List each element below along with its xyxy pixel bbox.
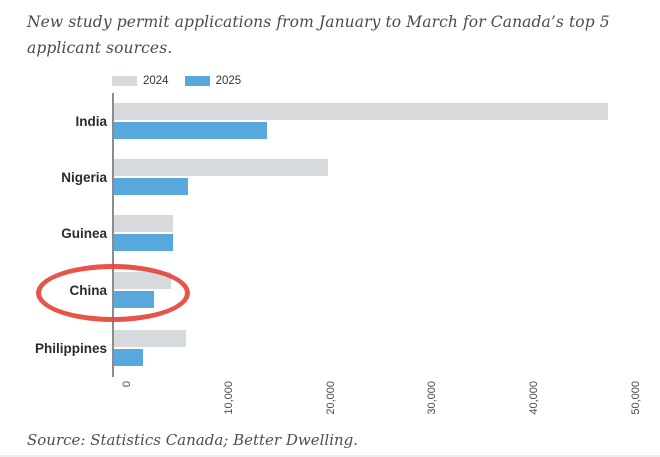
x-tick-label-30000: 30,000 bbox=[426, 381, 439, 415]
x-tick-label-20000: 20,000 bbox=[324, 381, 337, 415]
china-circle-annotation bbox=[36, 264, 190, 322]
x-tick-label-0: 0 bbox=[121, 381, 133, 388]
category-label-india: India bbox=[75, 113, 107, 129]
legend-swatch-2025 bbox=[184, 76, 210, 86]
bottom-divider bbox=[0, 455, 660, 457]
y-axis-line bbox=[112, 93, 114, 377]
category-label-guinea: Guinea bbox=[61, 225, 107, 241]
x-tick-label-10000: 10,000 bbox=[222, 381, 235, 415]
source-note: Source: Statistics Canada; Better Dwelli… bbox=[27, 431, 359, 449]
legend-label-2024: 2024 bbox=[143, 75, 169, 87]
bar-2025-nigeria bbox=[114, 177, 188, 195]
legend: 2024 2025 bbox=[112, 74, 257, 88]
category-label-philippines: Philippines bbox=[34, 340, 107, 356]
bar-2025-guinea bbox=[114, 233, 173, 251]
bar-2024-philippines bbox=[114, 330, 186, 347]
legend-swatch-2024 bbox=[112, 76, 137, 86]
legend-label-2025: 2025 bbox=[215, 75, 242, 87]
bar-2024-india bbox=[114, 103, 608, 120]
bar-2025-philippines bbox=[114, 348, 143, 366]
x-tick-label-40000: 40,000 bbox=[528, 381, 541, 415]
x-tick-label-50000: 50,000 bbox=[630, 381, 642, 415]
bar-2025-india bbox=[114, 121, 267, 139]
bar-2024-guinea bbox=[114, 215, 173, 232]
chart-title: New study permit applications from Janua… bbox=[27, 13, 610, 57]
bar-2024-nigeria bbox=[114, 159, 328, 176]
category-label-nigeria: Nigeria bbox=[61, 169, 107, 185]
